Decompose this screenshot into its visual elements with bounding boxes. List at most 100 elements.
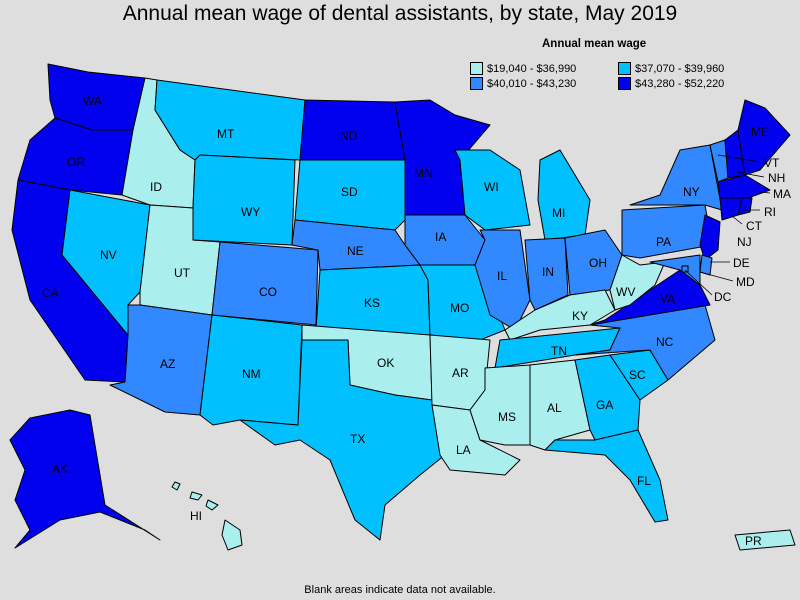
leader-ct [731, 215, 743, 225]
label-ia: IA [435, 230, 446, 244]
label-hi: HI [190, 509, 202, 523]
leader-dc [684, 269, 713, 296]
label-co: CO [259, 285, 277, 299]
state-az[interactable] [109, 304, 213, 416]
legend-label: $37,070 - $39,960 [635, 62, 725, 75]
label-mn: MN [414, 166, 433, 180]
legend-title: Annual mean wage [542, 38, 647, 50]
legend-label: $40,010 - $43,230 [487, 77, 577, 90]
label-ne: NE [347, 244, 364, 258]
legend-swatch [618, 62, 631, 75]
state-de[interactable] [699, 254, 713, 276]
label-tx: TX [350, 432, 365, 446]
legend-item-tier-2: $37,070 - $39,960 [618, 62, 778, 75]
label-nj: NJ [737, 235, 752, 249]
label-or: OR [67, 155, 85, 169]
state-wi[interactable] [454, 149, 531, 231]
label-ma: MA [773, 187, 791, 201]
label-vt: VT [764, 156, 780, 170]
leader-ma [759, 191, 771, 194]
label-fl: FL [637, 474, 651, 488]
label-nv: NV [100, 248, 117, 262]
label-ks: KS [364, 296, 380, 310]
label-az: AZ [160, 357, 175, 371]
label-de: DE [733, 256, 750, 270]
map-title: Annual mean wage of dental assistants, b… [122, 2, 678, 25]
legend-label: $19,040 - $36,990 [487, 62, 577, 75]
state-pa[interactable] [621, 204, 713, 259]
legend-item-tier-3: $40,010 - $43,230 [470, 77, 618, 90]
label-al: AL [547, 401, 562, 415]
label-sc: SC [629, 368, 646, 382]
state-hi-2[interactable] [189, 491, 203, 501]
label-pr: PR [745, 534, 762, 548]
state-ct[interactable] [719, 197, 743, 221]
label-ut: UT [174, 266, 191, 280]
label-sd: SD [341, 185, 358, 199]
label-ca: CA [42, 286, 59, 300]
state-hi-4[interactable] [221, 519, 243, 551]
footnote: Blank areas indicate data not available. [304, 584, 496, 596]
label-nd: ND [340, 129, 358, 143]
label-ri: RI [764, 205, 776, 219]
label-mo: MO [450, 301, 469, 315]
state-hi-1[interactable] [171, 481, 181, 491]
legend-item-tier-4: $43,280 - $52,220 [618, 77, 778, 90]
leader-md [699, 271, 734, 282]
state-md[interactable] [649, 254, 701, 286]
label-ok: OK [377, 356, 394, 370]
label-wa: WA [83, 94, 102, 108]
leader-nh [736, 171, 765, 178]
state-pr[interactable] [734, 529, 796, 551]
label-ny: NY [683, 185, 700, 199]
state-ma[interactable] [717, 174, 771, 199]
label-me: ME [751, 125, 769, 139]
state-nj[interactable] [699, 214, 721, 261]
state-tx[interactable] [239, 339, 446, 541]
label-in: IN [542, 265, 554, 279]
label-md: MD [736, 275, 755, 289]
legend: Annual mean wage $19,040 - $36,990 $37,0… [470, 38, 790, 90]
label-ky: KY [572, 309, 588, 323]
label-mt: MT [217, 127, 235, 141]
state-ny[interactable] [629, 144, 723, 211]
label-nc: NC [656, 335, 674, 349]
state-ak[interactable] [9, 409, 161, 549]
label-ar: AR [452, 366, 469, 380]
legend-swatch [470, 62, 483, 75]
label-nh: NH [768, 171, 785, 185]
legend-label: $43,280 - $52,220 [635, 77, 725, 90]
state-wy[interactable] [192, 154, 296, 246]
label-il: IL [497, 269, 507, 283]
label-wi: WI [484, 180, 499, 194]
state-il[interactable] [474, 229, 531, 331]
state-dc[interactable] [681, 265, 689, 273]
label-pa: PA [656, 235, 671, 249]
label-ak: AK [52, 462, 68, 476]
label-mi: MI [552, 206, 565, 220]
label-ga: GA [596, 398, 613, 412]
label-id: ID [150, 180, 162, 194]
state-hi-3[interactable] [205, 499, 219, 511]
state-ri[interactable] [737, 197, 753, 216]
label-tn: TN [551, 344, 567, 358]
legend-swatch [618, 77, 631, 90]
label-va: VA [660, 292, 675, 306]
label-ct: CT [746, 219, 763, 233]
legend-swatch [470, 77, 483, 90]
state-fl[interactable] [544, 429, 669, 523]
legend-item-tier-1: $19,040 - $36,990 [470, 62, 618, 75]
label-dc: DC [714, 290, 732, 304]
label-oh: OH [589, 256, 607, 270]
label-nm: NM [242, 367, 261, 381]
label-wv: WV [616, 285, 635, 299]
state-or[interactable] [17, 117, 134, 196]
state-sd[interactable] [294, 159, 406, 231]
leader-vt [717, 154, 761, 163]
label-wy: WY [241, 205, 260, 219]
state-wv[interactable] [609, 254, 666, 311]
state-co[interactable] [211, 241, 319, 326]
state-mi[interactable] [537, 149, 591, 241]
state-nc[interactable] [574, 304, 716, 381]
